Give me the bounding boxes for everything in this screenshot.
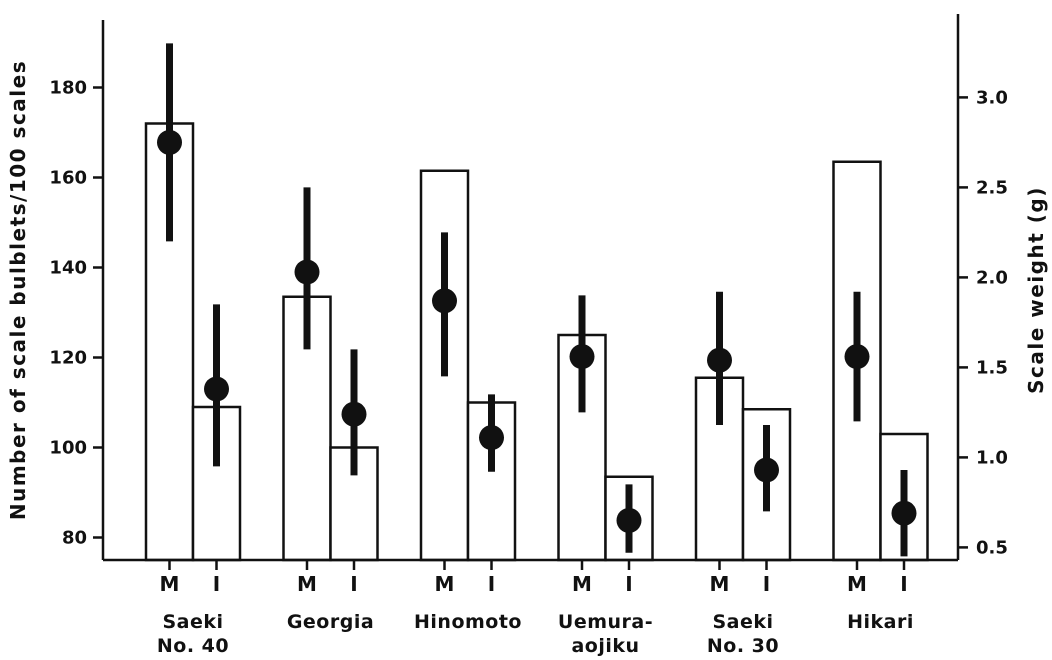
right-tick-label: 1.0 <box>976 447 1008 468</box>
left-tick-label: 140 <box>49 258 87 279</box>
right-axis-title: Scale weight (g) <box>1024 186 1048 394</box>
sub-category-label: M <box>572 572 592 596</box>
left-tick-label: 180 <box>49 78 87 99</box>
right-tick-label: 1.5 <box>976 357 1008 378</box>
error-bars-layer <box>166 43 908 557</box>
left-tick-label: 160 <box>49 168 87 189</box>
bulblet-bar <box>329 446 379 562</box>
weight-points-layer <box>157 129 917 533</box>
category-label: No. 40 <box>157 635 229 657</box>
category-label: aojiku <box>571 635 639 657</box>
sub-category-label: M <box>847 572 867 596</box>
right-tick-label: 0.5 <box>976 537 1008 558</box>
axes-layer <box>101 14 960 562</box>
sub-category-label: M <box>710 572 730 596</box>
weight-point <box>341 401 367 427</box>
left-tick-label: 80 <box>62 528 87 549</box>
left-tick-label: 120 <box>49 348 87 369</box>
weight-point <box>754 457 779 483</box>
sub-category-label: I <box>488 572 495 596</box>
left-axis-title: Number of scale bulblets/100 scales <box>6 60 30 520</box>
weight-point <box>479 425 504 451</box>
category-label: Georgia <box>287 611 374 633</box>
sub-category-label: M <box>160 572 180 596</box>
category-label: Hinomoto <box>414 611 522 633</box>
sub-category-label: M <box>435 572 455 596</box>
weight-point <box>204 376 229 402</box>
bars-layer <box>144 122 929 562</box>
category-label: Uemura- <box>558 611 653 633</box>
weight-point <box>707 347 732 373</box>
ticks-layer <box>93 86 968 570</box>
weight-point <box>891 500 917 526</box>
sub-category-label: I <box>625 572 632 596</box>
weight-point <box>157 129 182 155</box>
left-tick-label: 100 <box>49 438 87 459</box>
labels-layer: 80 100 120 140 160 180 0.5 1.0 1.5 2.0 2.5 3.0 M I Sae… <box>49 78 1007 658</box>
sub-category-label: I <box>900 572 907 596</box>
category-label: Hikari <box>847 611 914 633</box>
right-tick-label: 2.0 <box>976 267 1008 288</box>
weight-point <box>294 259 320 285</box>
right-tick-label: 3.0 <box>976 87 1008 108</box>
right-tick-label: 2.5 <box>976 177 1008 198</box>
category-label: Saeki <box>712 611 773 633</box>
category-label: No. 30 <box>707 635 779 657</box>
sub-category-label: I <box>350 572 357 596</box>
sub-category-label: M <box>297 572 317 596</box>
category-label: Saeki <box>162 611 223 633</box>
weight-point <box>432 288 457 314</box>
sub-category-label: I <box>763 572 770 596</box>
weight-point <box>569 344 595 370</box>
weight-point <box>616 507 642 533</box>
sub-category-label: I <box>213 572 220 596</box>
weight-point <box>844 344 870 370</box>
